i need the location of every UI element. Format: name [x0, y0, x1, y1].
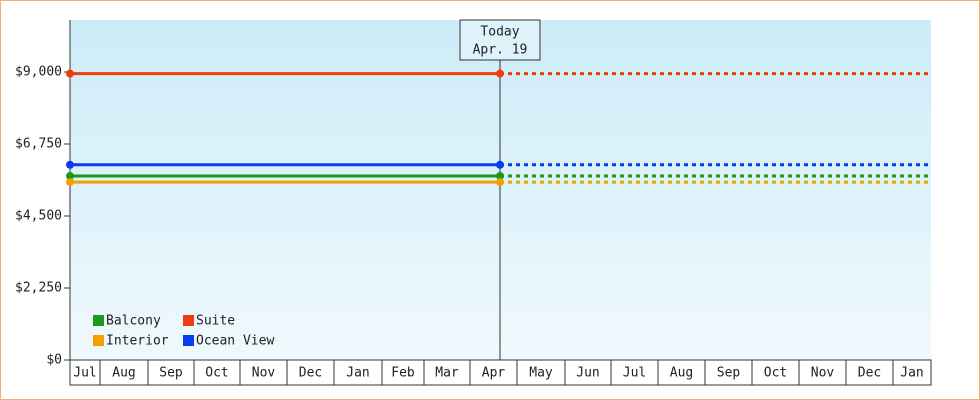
y-tick-label: $6,750 [15, 137, 62, 152]
x-tick-label: Jul [73, 366, 96, 381]
legend-swatch [183, 315, 194, 326]
x-tick-label: Nov [811, 366, 835, 381]
x-tick-label: Jan [900, 366, 923, 381]
month-box [564, 359, 612, 386]
x-tick-label: Feb [391, 366, 415, 381]
legend-swatch [183, 335, 194, 346]
y-tick-label: $0 [46, 353, 62, 368]
x-tick-label: Jan [346, 366, 369, 381]
month-box [845, 359, 894, 386]
x-tick-label: Dec [858, 366, 881, 381]
legend-label: Suite [196, 314, 235, 329]
x-tick-label: Nov [252, 366, 276, 381]
today-date: Apr. 19 [473, 43, 528, 58]
point [496, 172, 504, 180]
y-tick-label: $2,250 [15, 281, 62, 296]
month-box [892, 359, 932, 386]
x-tick-label: Oct [205, 366, 228, 381]
today-box [459, 19, 541, 61]
point [66, 160, 74, 169]
x-tick-label: Jul [623, 366, 646, 381]
month-box [381, 359, 425, 386]
point [496, 69, 504, 78]
legend-label: Interior [106, 334, 169, 349]
legend-swatch [93, 315, 104, 326]
month-box [286, 359, 335, 386]
month-box [469, 359, 518, 386]
legend-label: Ocean View [196, 334, 274, 349]
month-box [751, 359, 800, 386]
month-box [610, 359, 659, 386]
month-box [193, 359, 241, 386]
month-box [69, 359, 101, 386]
month-box [333, 359, 383, 386]
legend-swatch [93, 335, 104, 346]
point [66, 178, 74, 187]
x-tick-label: Dec [299, 366, 322, 381]
point [496, 178, 504, 187]
x-tick-label: Mar [435, 366, 459, 381]
legend-label: Balcony [106, 314, 161, 329]
month-box [423, 359, 471, 386]
x-tick-label: Jun [576, 366, 599, 381]
month-box [239, 359, 288, 386]
month-box [704, 359, 753, 386]
x-tick-label: Sep [717, 366, 741, 381]
y-tick-label: $4,500 [15, 209, 62, 224]
month-box [798, 359, 847, 386]
x-tick-label: May [529, 366, 553, 381]
x-tick-label: Sep [159, 366, 183, 381]
month-box [147, 359, 195, 386]
point [496, 160, 504, 169]
x-tick-label: Aug [670, 366, 693, 381]
point [66, 69, 74, 78]
x-tick-label: Aug [112, 366, 135, 381]
x-tick-label: Oct [764, 366, 787, 381]
point [66, 172, 74, 180]
month-box [99, 359, 149, 386]
y-tick-label: $9,000 [15, 65, 62, 80]
x-tick-label: Apr [482, 366, 506, 381]
month-box [657, 359, 706, 386]
today-label: Today [480, 25, 519, 40]
